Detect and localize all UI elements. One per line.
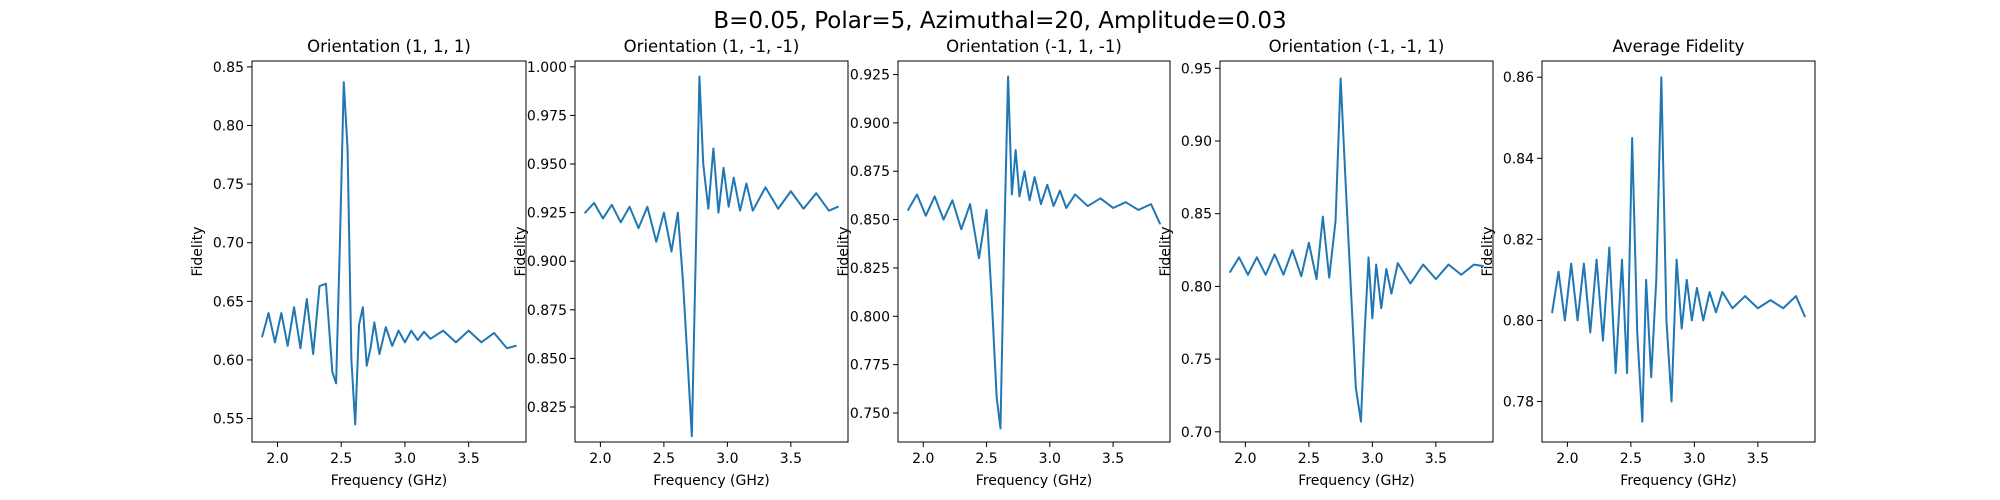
x-axis-label: Frequency (GHz) bbox=[1298, 473, 1414, 489]
subplot-2: 2.0 2.5 3.0 3.5 0.825 0.850 0.875 0.900 0.925 0.9… bbox=[513, 37, 849, 489]
y-tick-label: 0.800 bbox=[850, 309, 890, 325]
x-tick-label: 3.5 bbox=[1102, 451, 1124, 467]
y-tick-label: 0.75 bbox=[1181, 352, 1212, 368]
y-tick-label: 0.85 bbox=[213, 60, 244, 76]
y-tick-label: 0.875 bbox=[527, 303, 567, 319]
x-tick-label: 2.0 bbox=[1234, 451, 1256, 467]
y-tick-label: 0.86 bbox=[1503, 70, 1534, 86]
y-tick-label: 0.90 bbox=[1181, 134, 1212, 150]
x-tick-label: 2.5 bbox=[975, 451, 997, 467]
x-tick-label: 2.0 bbox=[912, 451, 934, 467]
y-tick-label: 0.875 bbox=[850, 164, 890, 180]
x-tick-label: 2.5 bbox=[1298, 451, 1320, 467]
subplot-title: Orientation (1, -1, -1) bbox=[624, 37, 800, 56]
x-tick-label: 2.5 bbox=[330, 451, 352, 467]
y-tick-label: 0.70 bbox=[213, 236, 244, 252]
y-tick-label: 0.80 bbox=[1503, 313, 1534, 329]
x-tick-label: 3.0 bbox=[394, 451, 416, 467]
y-tick-label: 0.78 bbox=[1503, 394, 1534, 410]
x-tick-label: 2.0 bbox=[266, 451, 288, 467]
y-axis-label: Fidelity bbox=[190, 227, 206, 277]
subplot-title: Average Fidelity bbox=[1613, 37, 1745, 56]
y-tick-label: 0.825 bbox=[850, 261, 890, 277]
series-line-5 bbox=[1551, 76, 1806, 423]
x-tick-label: 3.0 bbox=[716, 451, 738, 467]
y-tick-label: 0.82 bbox=[1503, 232, 1534, 248]
y-tick-label: 0.80 bbox=[1181, 279, 1212, 295]
x-tick-label: 2.5 bbox=[1620, 451, 1642, 467]
series-line-1 bbox=[261, 81, 517, 426]
x-tick-label: 3.5 bbox=[780, 451, 802, 467]
series-line-3 bbox=[907, 75, 1161, 430]
y-tick-label: 0.65 bbox=[213, 294, 244, 310]
y-tick-label: 0.950 bbox=[527, 157, 567, 173]
y-axis-label: Fidelity bbox=[1158, 227, 1174, 277]
y-tick-label: 0.825 bbox=[527, 400, 567, 416]
y-tick-label: 0.850 bbox=[527, 351, 567, 367]
x-axis-label: Frequency (GHz) bbox=[331, 473, 447, 489]
axes-frame bbox=[574, 60, 849, 443]
x-tick-label: 3.5 bbox=[1747, 451, 1769, 467]
x-tick-label: 2.0 bbox=[589, 451, 611, 467]
y-tick-label: 0.900 bbox=[527, 254, 567, 270]
x-axis-label: Frequency (GHz) bbox=[1620, 473, 1736, 489]
y-axis-label: Fidelity bbox=[836, 227, 852, 277]
y-tick-label: 0.900 bbox=[850, 116, 890, 132]
subplot-5: 2.0 2.5 3.0 3.5 0.78 0.80 0.82 0.84 0.86 Average … bbox=[1480, 37, 1816, 489]
y-tick-label: 0.75 bbox=[213, 177, 244, 193]
axes-frame bbox=[1219, 60, 1494, 443]
y-tick-label: 0.95 bbox=[1181, 61, 1212, 77]
subplot-3: 2.0 2.5 3.0 3.5 0.750 0.775 0.800 0.825 0.850 0.8… bbox=[836, 37, 1171, 489]
x-tick-label: 2.0 bbox=[1556, 451, 1578, 467]
subplots: 2.0 2.5 3.0 3.5 0.55 0.60 0.65 0.70 0.75 0.80 0.85… bbox=[190, 37, 1816, 489]
subplot-4: 2.0 2.5 3.0 3.5 0.70 0.75 0.80 0.85 0.90 0.95 Orie… bbox=[1158, 37, 1494, 489]
axes-frame bbox=[251, 60, 527, 443]
y-tick-label: 0.850 bbox=[850, 213, 890, 229]
x-tick-label: 3.5 bbox=[458, 451, 480, 467]
y-tick-label: 0.70 bbox=[1181, 425, 1212, 441]
x-tick-label: 3.0 bbox=[1683, 451, 1705, 467]
y-tick-label: 0.80 bbox=[213, 118, 244, 134]
subplot-title: Orientation (1, 1, 1) bbox=[307, 37, 471, 56]
y-tick-label: 0.925 bbox=[527, 206, 567, 222]
y-tick-label: 0.975 bbox=[527, 108, 567, 124]
figure-title: B=0.05, Polar=5, Azimuthal=20, Amplitude… bbox=[713, 8, 1286, 34]
axes-frame bbox=[897, 60, 1171, 443]
y-tick-label: 0.55 bbox=[213, 412, 244, 428]
y-axis-label: Fidelity bbox=[1480, 227, 1496, 277]
y-tick-label: 0.925 bbox=[850, 68, 890, 84]
series-line-4 bbox=[1229, 77, 1484, 423]
x-axis-label: Frequency (GHz) bbox=[653, 473, 769, 489]
x-tick-label: 2.5 bbox=[653, 451, 675, 467]
x-tick-label: 3.5 bbox=[1425, 451, 1447, 467]
y-tick-label: 0.84 bbox=[1503, 151, 1534, 167]
y-axis-label: Fidelity bbox=[513, 227, 529, 277]
x-tick-label: 3.0 bbox=[1361, 451, 1383, 467]
series-line-2 bbox=[584, 75, 839, 438]
y-tick-label: 0.85 bbox=[1181, 207, 1212, 223]
y-tick-label: 0.60 bbox=[213, 353, 244, 369]
subplot-title: Orientation (-1, 1, -1) bbox=[946, 37, 1122, 56]
y-tick-label: 0.775 bbox=[850, 358, 890, 374]
x-tick-label: 3.0 bbox=[1039, 451, 1061, 467]
subplot-title: Orientation (-1, -1, 1) bbox=[1269, 37, 1445, 56]
axes-frame bbox=[1541, 60, 1816, 443]
y-tick-label: 1.000 bbox=[527, 60, 567, 76]
y-tick-label: 0.750 bbox=[850, 406, 890, 422]
x-axis-label: Frequency (GHz) bbox=[976, 473, 1092, 489]
subplot-1: 2.0 2.5 3.0 3.5 0.55 0.60 0.65 0.70 0.75 0.80 0.85… bbox=[190, 37, 527, 489]
